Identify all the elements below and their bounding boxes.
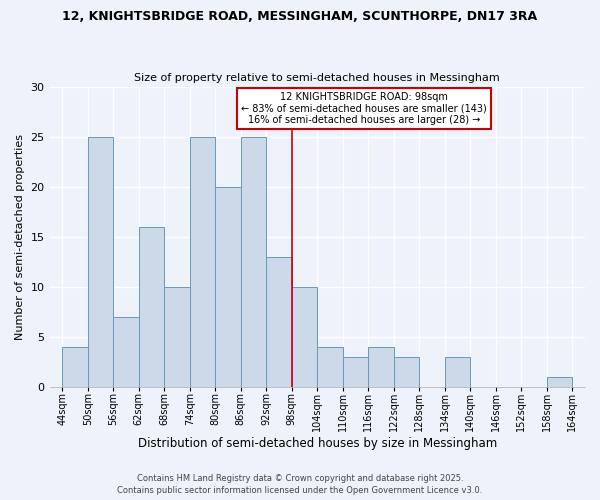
Bar xyxy=(394,356,419,386)
Bar xyxy=(139,226,164,386)
X-axis label: Distribution of semi-detached houses by size in Messingham: Distribution of semi-detached houses by … xyxy=(137,437,497,450)
Bar xyxy=(343,356,368,386)
Bar xyxy=(266,256,292,386)
Title: Size of property relative to semi-detached houses in Messingham: Size of property relative to semi-detach… xyxy=(134,73,500,83)
Bar xyxy=(215,186,241,386)
Bar xyxy=(368,346,394,387)
Bar xyxy=(88,136,113,386)
Bar xyxy=(317,346,343,387)
Bar xyxy=(241,136,266,386)
Bar xyxy=(445,356,470,386)
Bar xyxy=(292,286,317,386)
Text: 12 KNIGHTSBRIDGE ROAD: 98sqm
← 83% of semi-detached houses are smaller (143)
16%: 12 KNIGHTSBRIDGE ROAD: 98sqm ← 83% of se… xyxy=(241,92,487,125)
Bar xyxy=(113,316,139,386)
Bar xyxy=(62,346,88,387)
Bar xyxy=(164,286,190,386)
Bar xyxy=(190,136,215,386)
Y-axis label: Number of semi-detached properties: Number of semi-detached properties xyxy=(15,134,25,340)
Text: 12, KNIGHTSBRIDGE ROAD, MESSINGHAM, SCUNTHORPE, DN17 3RA: 12, KNIGHTSBRIDGE ROAD, MESSINGHAM, SCUN… xyxy=(62,10,538,23)
Text: Contains HM Land Registry data © Crown copyright and database right 2025.
Contai: Contains HM Land Registry data © Crown c… xyxy=(118,474,482,495)
Bar xyxy=(547,376,572,386)
